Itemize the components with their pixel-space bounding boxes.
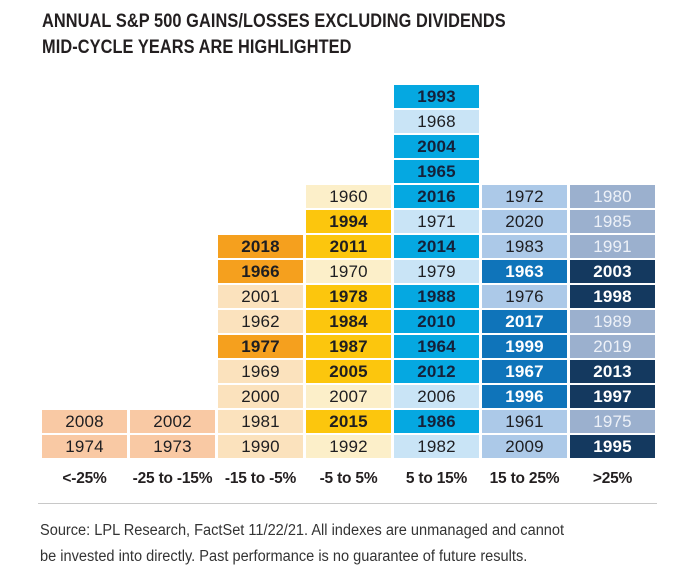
year-cell-2009: 2009	[482, 435, 567, 458]
year-cell-2010: 2010	[394, 310, 479, 333]
chart-title: ANNUAL S&P 500 GAINS/LOSSES EXCLUDING DI…	[42, 9, 581, 61]
year-cell-2000: 2000	[218, 385, 303, 408]
year-cell-1992: 1992	[306, 435, 391, 458]
year-cell-1975: 1975	[570, 410, 655, 433]
year-cell-1969: 1969	[218, 360, 303, 383]
axis-label-bin-3: -15 to -5%	[224, 470, 297, 487]
year-cell-2018: 2018	[218, 235, 303, 258]
year-cell-2014: 2014	[394, 235, 479, 258]
year-cell-1988: 1988	[394, 285, 479, 308]
year-cell-1962: 1962	[218, 310, 303, 333]
year-cell-2001: 2001	[218, 285, 303, 308]
year-cell-1983: 1983	[482, 235, 567, 258]
year-cell-1980: 1980	[570, 185, 655, 208]
axis-label-bin-2: -25 to -15%	[132, 470, 213, 487]
year-cell-1967: 1967	[482, 360, 567, 383]
year-cell-1986: 1986	[394, 410, 479, 433]
year-cell-2020: 2020	[482, 210, 567, 233]
year-cell-2016: 2016	[394, 185, 479, 208]
year-cell-1960: 1960	[306, 185, 391, 208]
year-cell-2008: 2008	[42, 410, 127, 433]
year-cell-1999: 1999	[482, 335, 567, 358]
axis-label-bin-7: >25%	[592, 470, 633, 487]
year-histogram-grid: 2008 1974 2002 1973 2018 1966 2001 1962 1977 1969…	[42, 85, 655, 458]
year-cell-2019: 2019	[570, 335, 655, 358]
year-cell-1991: 1991	[570, 235, 655, 258]
year-cell-2004: 2004	[394, 135, 479, 158]
year-cell-1966: 1966	[218, 260, 303, 283]
year-cell-2012: 2012	[394, 360, 479, 383]
chart-title-line2-prefix: MID-CYCLE YEARS ARE	[42, 37, 239, 58]
year-cell-1984: 1984	[306, 310, 391, 333]
chart-title-line2-highlighted-word: HIGHLIGHTED	[238, 37, 352, 58]
year-cell-1998: 1998	[570, 285, 655, 308]
year-cell-1997: 1997	[570, 385, 655, 408]
year-cell-1994: 1994	[306, 210, 391, 233]
year-cell-1964: 1964	[394, 335, 479, 358]
year-cell-1976: 1976	[482, 285, 567, 308]
year-cell-1989: 1989	[570, 310, 655, 333]
year-cell-2002: 2002	[130, 410, 215, 433]
year-cell-1978: 1978	[306, 285, 391, 308]
year-cell-2003: 2003	[570, 260, 655, 283]
year-cell-2005: 2005	[306, 360, 391, 383]
footer-divider	[38, 503, 657, 504]
year-cell-1974: 1974	[42, 435, 127, 458]
year-cell-1971: 1971	[394, 210, 479, 233]
chart-title-line2: MID-CYCLE YEARS ARE HIGHLIGHTED	[42, 35, 506, 61]
source-note: Source: LPL Research, FactSet 11/22/21. …	[40, 518, 598, 570]
year-cell-2017: 2017	[482, 310, 567, 333]
chart-title-line1: ANNUAL S&P 500 GAINS/LOSSES EXCLUDING DI…	[42, 11, 506, 32]
axis-label-bin-6: 15 to 25%	[489, 470, 560, 487]
axis-label-bin-1: <-25%	[62, 470, 107, 487]
year-cell-1977: 1977	[218, 335, 303, 358]
year-cell-1972: 1972	[482, 185, 567, 208]
year-cell-2013: 2013	[570, 360, 655, 383]
year-cell-1987: 1987	[306, 335, 391, 358]
year-cell-2015: 2015	[306, 410, 391, 433]
year-cell-1970: 1970	[306, 260, 391, 283]
year-cell-1968: 1968	[394, 110, 479, 133]
year-cell-1993: 1993	[394, 85, 479, 108]
year-cell-1963: 1963	[482, 260, 567, 283]
axis-label-bin-4: -5 to 5%	[319, 470, 378, 487]
year-cell-1982: 1982	[394, 435, 479, 458]
axis-label-bin-5: 5 to 15%	[405, 470, 468, 487]
year-cell-1979: 1979	[394, 260, 479, 283]
year-cell-1996: 1996	[482, 385, 567, 408]
year-cell-2007: 2007	[306, 385, 391, 408]
year-cell-2011: 2011	[306, 235, 391, 258]
year-cell-1981: 1981	[218, 410, 303, 433]
source-note-line2: be invested into directly. Past performa…	[40, 548, 528, 565]
year-cell-2006: 2006	[394, 385, 479, 408]
year-cell-1990: 1990	[218, 435, 303, 458]
x-axis-labels: <-25% -25 to -15% -15 to -5% -5 to 5% 5 to 1…	[42, 470, 655, 488]
year-cell-1985: 1985	[570, 210, 655, 233]
source-note-line1: Source: LPL Research, FactSet 11/22/21. …	[40, 522, 565, 539]
year-cell-1965: 1965	[394, 160, 479, 183]
year-cell-1995: 1995	[570, 435, 655, 458]
year-cell-1973: 1973	[130, 435, 215, 458]
year-cell-1961: 1961	[482, 410, 567, 433]
